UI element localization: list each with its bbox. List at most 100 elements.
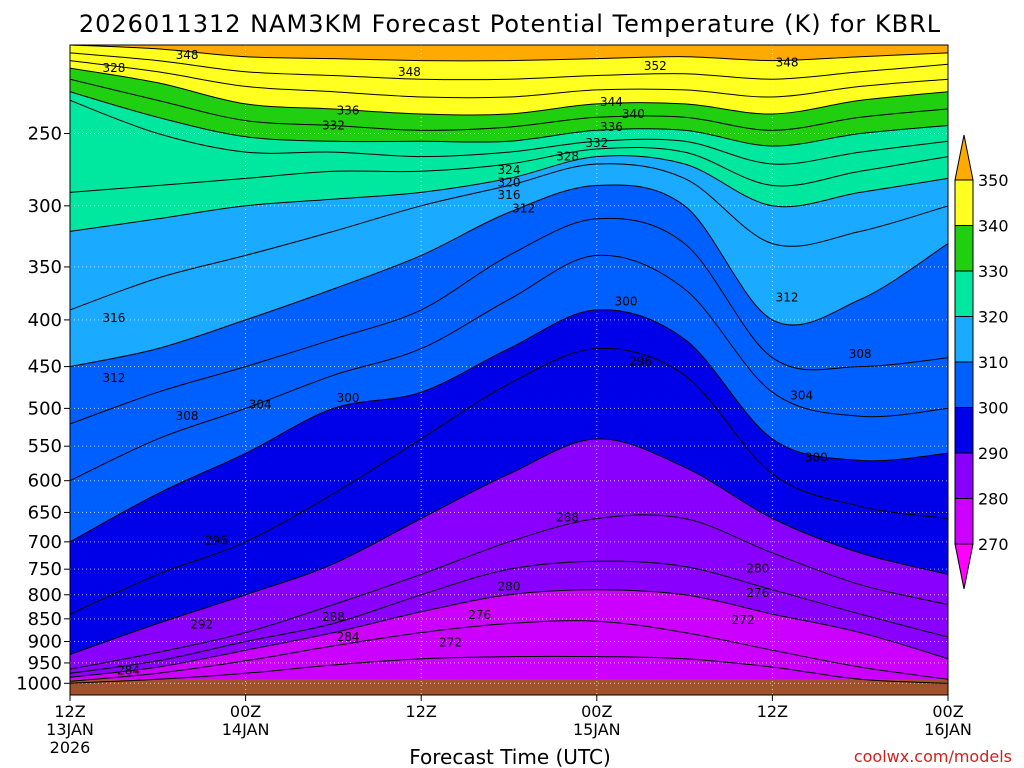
isentrope-348 <box>70 52 948 81</box>
y-tick-label: 400 <box>28 310 62 331</box>
y-tick-label: 450 <box>28 357 62 378</box>
colorbar-tick-label: 320 <box>978 308 1009 327</box>
colorbar-segment <box>954 407 974 454</box>
colorbar-segment <box>954 316 974 363</box>
contour-label: 300 <box>615 295 638 309</box>
contour-label: 312 <box>512 201 535 215</box>
colorbar-tick-label: 340 <box>978 217 1009 236</box>
contour-label: 312 <box>102 371 125 385</box>
y-tick-label: 900 <box>28 631 62 652</box>
contour-label: 312 <box>776 290 799 304</box>
contour-label: 332 <box>585 136 608 150</box>
contour-label: 304 <box>249 397 272 411</box>
x-tick-label: 13JAN <box>46 720 94 739</box>
contour-label: 352 <box>644 59 667 73</box>
isentrope-352 <box>70 45 948 62</box>
isentrope-288 <box>70 514 948 670</box>
isentrope-300 <box>70 309 948 543</box>
contour-label: 272 <box>439 635 462 649</box>
isentrope-332 <box>70 91 948 147</box>
y-tick-label: 300 <box>28 196 62 217</box>
colorbar-tick-label: 350 <box>978 171 1009 190</box>
x-tick-label: 00Z <box>230 702 261 721</box>
isentrope-280 <box>70 589 948 678</box>
isentrope-292 <box>70 438 948 655</box>
contour-label: 332 <box>322 118 345 132</box>
y-tick-label: 250 <box>28 123 62 144</box>
x-tick-label: 12Z <box>406 702 437 721</box>
y-axis: 2503003504004505005506006507007508008509… <box>16 123 70 694</box>
contour-label: 348 <box>776 55 799 69</box>
contour-label: 328 <box>102 61 125 75</box>
contour-label: 276 <box>746 586 769 600</box>
contour-label: 336 <box>600 120 623 134</box>
isentrope-320 <box>70 155 948 232</box>
contour-label: 316 <box>102 311 125 325</box>
theta-fill-layer <box>70 45 948 695</box>
contour-label: 348 <box>176 48 199 62</box>
colorbar-tick-label: 330 <box>978 262 1009 281</box>
x-tick-label: 16JAN <box>924 720 972 739</box>
x-tick-label: 15JAN <box>573 720 621 739</box>
colorbar: 270 280 290 300 310 320 330 340 350 <box>954 134 1009 590</box>
isentrope-304 <box>70 254 948 482</box>
ground-layer <box>70 679 948 695</box>
isentrope-272 <box>70 655 948 684</box>
contour-label: 328 <box>556 150 579 164</box>
x-tick-label: 12Z <box>757 702 788 721</box>
y-tick-label: 700 <box>28 532 62 553</box>
contour-label: 340 <box>622 107 645 121</box>
colorbar-tick-label: 280 <box>978 490 1009 509</box>
contour-label: 272 <box>732 613 755 627</box>
colorbar-segment <box>954 225 974 272</box>
isentrope-layer <box>70 45 948 684</box>
isentrope-344 <box>70 60 948 99</box>
contour-label: 280 <box>746 562 769 576</box>
colorbar-segment <box>954 452 974 499</box>
contour-label: 300 <box>805 451 828 465</box>
colorbar-segment <box>954 498 974 545</box>
credit-label: coolwx.com/models <box>854 747 1012 766</box>
contour-label: 292 <box>190 617 213 631</box>
colorbar-tick-label: 290 <box>978 444 1009 463</box>
x-tick-label: 00Z <box>932 702 963 721</box>
x-axis-title: Forecast Time (UTC) <box>409 745 611 768</box>
x-tick-label: 12Z <box>54 702 85 721</box>
contour-label: 296 <box>205 534 228 548</box>
contour-label: 308 <box>176 409 199 423</box>
y-tick-label: 950 <box>28 653 62 674</box>
contour-label: 324 <box>498 163 521 177</box>
colorbar-segment <box>954 361 974 408</box>
y-tick-label: 850 <box>28 609 62 630</box>
y-tick-label: 500 <box>28 398 62 419</box>
contour-label: 316 <box>498 188 521 202</box>
contour-label: 348 <box>398 65 421 79</box>
contour-label: 296 <box>629 354 652 368</box>
colorbar-segment <box>954 270 974 317</box>
colorbar-tick-label: 300 <box>978 399 1009 418</box>
contour-label: 288 <box>556 510 579 524</box>
plot-frame <box>69 44 949 696</box>
colorbar-tick-label: 310 <box>978 353 1009 372</box>
y-tick-label: 800 <box>28 585 62 606</box>
y-tick-label: 650 <box>28 502 62 523</box>
contour-label: 280 <box>498 579 521 593</box>
colorbar-bottom-arrow <box>954 543 974 590</box>
isentrope-340 <box>70 67 948 116</box>
contour-label: 304 <box>790 388 813 402</box>
colorbar-top-arrow <box>954 134 974 181</box>
y-tick-label: 1000 <box>16 673 62 694</box>
contour-label: 300 <box>337 391 360 405</box>
contour-label: 320 <box>498 176 521 190</box>
y-tick-label: 550 <box>28 436 62 457</box>
isentrope-316 <box>70 163 948 311</box>
contour-label: 284 <box>117 663 140 677</box>
y-tick-label: 350 <box>28 257 62 278</box>
isentrope-336 <box>70 78 948 131</box>
x-tick-label: 00Z <box>581 702 612 721</box>
isentrope-276 <box>70 620 948 682</box>
